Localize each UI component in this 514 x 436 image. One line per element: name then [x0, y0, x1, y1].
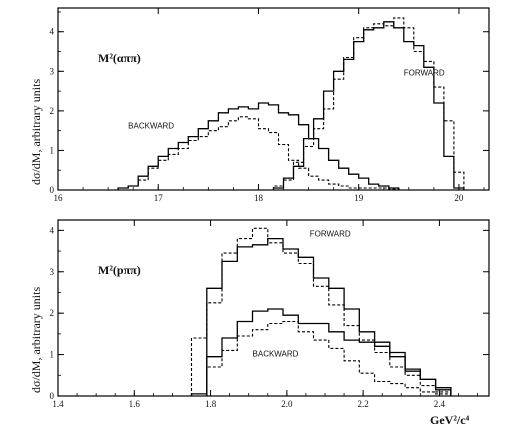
lower-y-tick-label: 0	[50, 391, 55, 401]
x-unit-label: GeV²/c⁴	[430, 413, 470, 427]
lower-y-tick-label: 3	[50, 267, 55, 277]
upper-y-tick-label: 2	[50, 106, 55, 116]
upper-panel: M²(αππ) 16 17 18 19 20 0 1 2 3 4 BACKWARD FORWARD	[50, 7, 490, 203]
upper-y-tick-label: 0	[50, 185, 55, 195]
lower-histogram-dashed-1	[190, 227, 452, 396]
upper-panel-title: M²(αππ)	[98, 51, 141, 65]
lower-panel: M²(pππ) 1.4 1.6 1.8 2.0 2.2 2.4 0 1 2 3 4 FORWARD BA…	[50, 219, 490, 409]
lower-panel-title: M²(pππ)	[98, 263, 141, 277]
lower-histogram-solid-2	[206, 308, 452, 396]
upper-x-tick-label: 20	[454, 193, 464, 203]
upper-histogram-solid-2	[272, 21, 465, 190]
upper-histogram-dashed-3	[272, 17, 465, 190]
lower-y-axis-label: dσ/dM, arbitrary units	[29, 287, 43, 393]
upper-x-tick-label: 17	[154, 193, 164, 203]
upper-x-tick-label: 18	[254, 193, 264, 203]
lower-x-tick-label: 2.0	[281, 399, 293, 409]
lower-x-tick-label: 1.6	[129, 399, 141, 409]
lower-x-tick-label: 1.8	[205, 399, 217, 409]
upper-x-tick-label: 19	[354, 193, 364, 203]
upper-annotation-backward: BACKWARD	[128, 122, 174, 131]
lower-y-tick-label: 4	[50, 225, 55, 235]
upper-x-tick-label: 16	[54, 193, 64, 203]
lower-x-tick-label: 2.2	[358, 399, 369, 409]
lower-x-tick-label: 1.4	[52, 399, 64, 409]
lower-histogram-dashed-3	[206, 320, 452, 396]
lower-annotation-backward: BACKWARD	[253, 350, 299, 359]
lower-x-tick-label: 2.4	[434, 399, 446, 409]
lower-annotation-forward: FORWARD	[310, 230, 351, 239]
upper-histogram-dashed-1	[117, 116, 400, 190]
upper-y-tick-label: 4	[50, 27, 55, 37]
lower-y-tick-label: 1	[50, 350, 55, 360]
upper-y-tick-label: 1	[50, 145, 55, 155]
upper-histogram-solid-0	[117, 102, 400, 190]
upper-annotation-forward: FORWARD	[404, 68, 445, 77]
lower-panel-frame	[57, 219, 490, 397]
upper-panel-frame	[57, 7, 490, 191]
upper-y-tick-label: 3	[50, 66, 55, 76]
lower-histogram-solid-0	[190, 237, 452, 396]
lower-y-tick-label: 2	[50, 308, 55, 318]
upper-y-axis-label: dσ/dM, arbitrary units	[29, 79, 43, 185]
